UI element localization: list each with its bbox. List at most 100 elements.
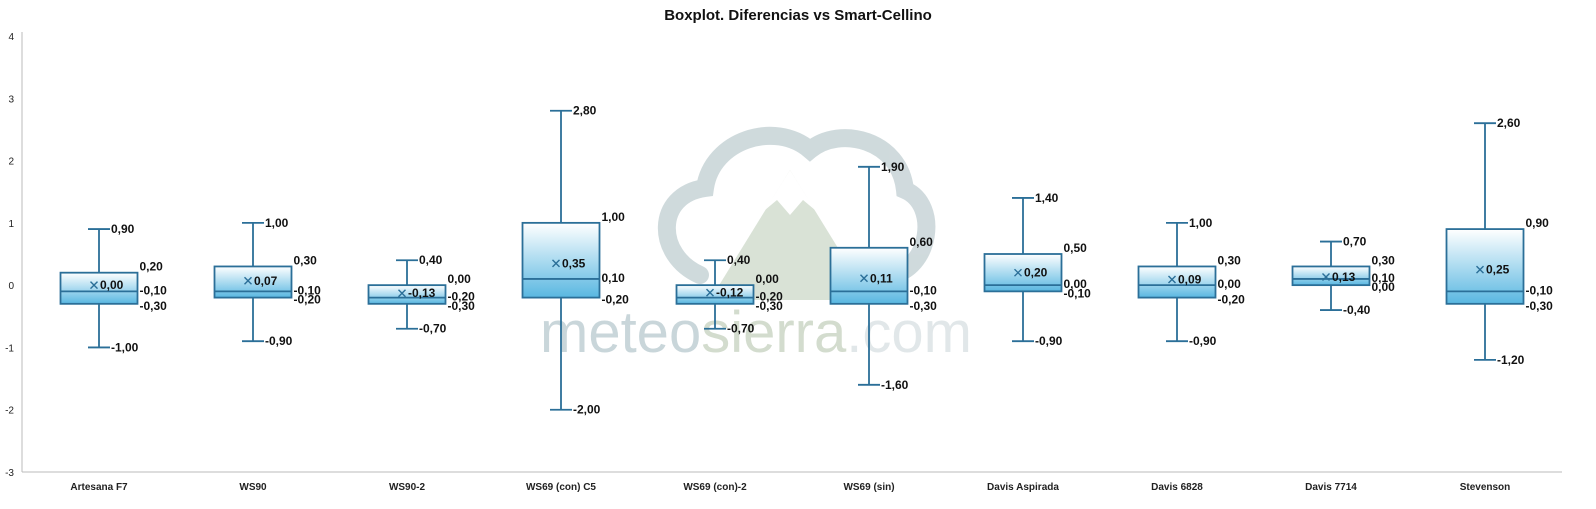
label-median: -0,20	[756, 290, 784, 304]
mean-marker	[244, 276, 252, 285]
box-7: 1,00 -0,90 0,30 -0,20 0,00 0,09	[1137, 216, 1245, 348]
x-tick-label: WS90	[239, 482, 267, 493]
watermark-text-sierra: sierra	[701, 300, 847, 365]
watermark-logo: meteosierra.com	[540, 126, 972, 365]
box-3: 2,80 -2,00 1,00 -0,20 0,10 0,35	[521, 104, 630, 417]
label-mean: 0,35	[562, 256, 586, 270]
label-mean: -0,12	[716, 286, 744, 300]
mean-marker	[860, 274, 868, 283]
label-q3: 1,00	[602, 210, 626, 224]
label-mean: 0,00	[100, 278, 124, 292]
box-8: 0,70 -0,40 0,30 0,000,10 0,13	[1291, 235, 1396, 317]
y-tick-label: 0	[8, 281, 14, 292]
label-mean: 0,11	[870, 271, 893, 285]
y-tick-label: 3	[8, 94, 14, 105]
x-tick-label: WS69 (sin)	[843, 482, 894, 493]
label-min: -0,70	[727, 322, 755, 336]
box-iqr	[367, 284, 447, 305]
label-q1: -0,10	[1064, 286, 1092, 300]
mean-marker	[552, 259, 560, 268]
label-mean: -0,13	[408, 286, 436, 300]
chart-title: Boxplot. Diferencias vs Smart-Cellino	[664, 7, 932, 24]
mean-marker	[1014, 268, 1022, 277]
box-iqr	[829, 246, 909, 305]
label-mean: 0,20	[1024, 266, 1048, 280]
x-tick-label: Davis 6828	[1151, 482, 1203, 493]
y-tick-label: -2	[5, 406, 14, 417]
label-median: -0,10	[1526, 283, 1554, 297]
label-max: 0,40	[727, 253, 751, 267]
label-q3: 0,60	[910, 235, 934, 249]
x-tick-label: WS69 (con)-2	[683, 482, 747, 493]
label-q3: 0,90	[1526, 216, 1550, 230]
box-9: 2,60 -1,20 0,90 -0,30 -0,10 0,25	[1445, 116, 1554, 367]
label-median: -0,20	[448, 290, 476, 304]
y-tick-label: 1	[8, 219, 14, 230]
box-iqr	[59, 271, 139, 305]
x-tick-label: Artesana F7	[70, 482, 128, 493]
label-q1: -0,20	[602, 293, 630, 307]
y-tick-label: -1	[5, 343, 14, 354]
axes: 4 3 2 1 0 -1 -2 -3 Artesana F7 WS90 WS90-2 WS69 (co…	[5, 32, 1562, 493]
label-q1: -0,20	[294, 293, 322, 307]
watermark-text-meteo: meteo	[540, 300, 701, 365]
x-tick-label: Davis Aspirada	[987, 482, 1059, 493]
label-q1: -0,30	[756, 299, 784, 313]
x-tick-label: WS69 (con) C5	[526, 482, 596, 493]
mean-marker	[90, 281, 98, 290]
label-q3: 0,00	[756, 272, 780, 286]
label-max: 0,90	[111, 222, 135, 236]
label-median: -0,10	[140, 283, 168, 297]
mean-marker	[398, 289, 406, 298]
label-min: -2,00	[573, 403, 601, 417]
box-iqr	[1137, 265, 1217, 299]
label-median: -0,10	[910, 283, 938, 297]
label-max: 0,70	[1343, 235, 1367, 249]
label-q1: -0,30	[140, 299, 168, 313]
label-min: -1,00	[111, 340, 139, 354]
label-q3: 0,30	[294, 253, 318, 267]
boxes: 0,90-1,000,20-0,30-0,100,001,00-0,900,30…	[59, 104, 1554, 417]
box-4: 0,40 -0,70 0,00 -0,30-0,20 -0,12	[675, 253, 784, 336]
label-max: 1,90	[881, 160, 905, 174]
label-min: -0,90	[265, 334, 293, 348]
label-median: 0,00	[1218, 277, 1242, 291]
label-q3: 0,30	[1218, 253, 1242, 267]
label-mean: 0,07	[254, 274, 278, 288]
box-6: 1,40 -0,90 0,50 -0,100,00 0,20	[983, 191, 1092, 348]
y-tick-label: 4	[8, 32, 14, 43]
box-1: 1,00 -0,90 0,30 -0,20-0,10 0,07	[213, 216, 322, 348]
label-median: 0,10	[1372, 271, 1396, 285]
label-q1: -0,30	[448, 299, 476, 313]
label-median: 0,10	[602, 271, 626, 285]
label-q1: -0,30	[910, 299, 938, 313]
box-iqr	[1445, 228, 1525, 305]
label-max: 2,80	[573, 104, 597, 118]
label-max: 1,00	[265, 216, 289, 230]
label-median: -0,10	[294, 283, 322, 297]
box-iqr	[1291, 265, 1371, 287]
label-max: 2,60	[1497, 116, 1521, 130]
box-iqr	[521, 221, 601, 299]
watermark-peak-icon	[765, 170, 815, 215]
label-q1: 0,00	[1372, 280, 1396, 294]
box-2: 0,40 -0,70 0,00 -0,30-0,20 -0,13	[367, 253, 476, 336]
label-q3: 0,50	[1064, 241, 1088, 255]
label-max: 0,40	[419, 253, 443, 267]
mean-marker	[1476, 265, 1484, 274]
label-max: 1,00	[1189, 216, 1213, 230]
watermark-cloud-icon	[657, 126, 936, 284]
label-mean: 0,25	[1486, 263, 1510, 277]
label-min: -1,60	[881, 378, 909, 392]
y-tick-label: 2	[8, 157, 14, 168]
label-median: 0,00	[1064, 277, 1088, 291]
label-min: -0,90	[1035, 334, 1063, 348]
x-tick-label: Davis 7714	[1305, 482, 1357, 493]
label-q1: -0,30	[1526, 299, 1554, 313]
box-5: 1,90 -1,60 0,60 -0,30 -0,10 0,11	[829, 160, 938, 392]
label-min: -1,20	[1497, 353, 1525, 367]
box-iqr	[675, 284, 755, 305]
label-q3: 0,20	[140, 260, 164, 274]
